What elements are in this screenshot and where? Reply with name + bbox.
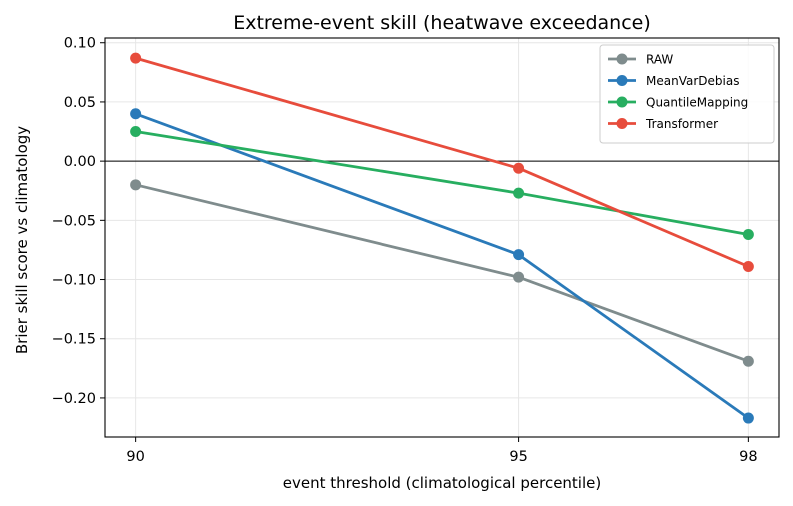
data-point-raw [513,271,525,283]
legend-label: Transformer [645,117,718,131]
legend-label: MeanVarDebias [646,74,739,88]
legend-label: RAW [646,53,673,67]
data-point-meanvardebias [513,249,525,261]
data-point-transformer [513,162,525,174]
series-meanvardebias [130,108,754,424]
legend-item-quantilemapping: QuantileMapping [608,96,748,110]
legend-swatch-marker [616,75,628,86]
plot-frame [104,37,780,438]
data-point-quantilemapping [742,229,754,241]
legend-swatch-marker [616,118,628,129]
x-tick-label: 95 [509,449,527,465]
y-tick-label: 0.00 [64,154,96,170]
x-tick-label: 90 [126,449,144,465]
legend-item-raw: RAW [608,53,673,67]
series-raw [130,179,754,367]
legend-item-transformer: Transformer [608,117,718,131]
data-point-meanvardebias [130,108,142,120]
data-point-raw [130,179,142,191]
series-quantilemapping [130,126,754,241]
legend-box [599,44,775,144]
series-line-meanvardebias [135,112,750,420]
data-point-quantilemapping [130,126,142,138]
legend: RAW MeanVarDebias QuantileMapping Transform… [599,44,775,144]
legend-label: QuantileMapping [646,96,748,110]
x-axis-label: event threshold (climatological percenti… [283,474,601,492]
legend-item-meanvardebias: MeanVarDebias [608,74,739,88]
chart-title: Extreme-event skill (heatwave exceedance… [233,12,651,34]
axis-ticks: 0.10 0.05 0.00 −0.05 −0.10 −0.15 −0.20 90 95 98 [52,36,758,465]
series-transformer [130,52,754,273]
legend-swatch-marker [616,53,628,65]
y-axis-label: Brier skill score vs climatology [13,126,31,354]
data-point-raw [742,355,754,367]
series-line-raw [135,183,749,363]
data-point-quantilemapping [513,187,525,199]
y-tick-label: 0.10 [64,36,96,52]
x-tick-label: 98 [739,449,757,465]
legend-swatch-marker [616,96,628,108]
y-tick-label: 0.05 [64,95,96,111]
data-point-transformer [742,261,754,273]
data-point-meanvardebias [742,412,754,424]
data-point-transformer [130,52,142,64]
y-tick-label: −0.10 [52,273,96,289]
y-tick-label: −0.20 [52,391,96,407]
y-tick-label: −0.15 [52,332,96,348]
y-tick-label: −0.05 [52,213,96,229]
series-layer [130,52,754,424]
